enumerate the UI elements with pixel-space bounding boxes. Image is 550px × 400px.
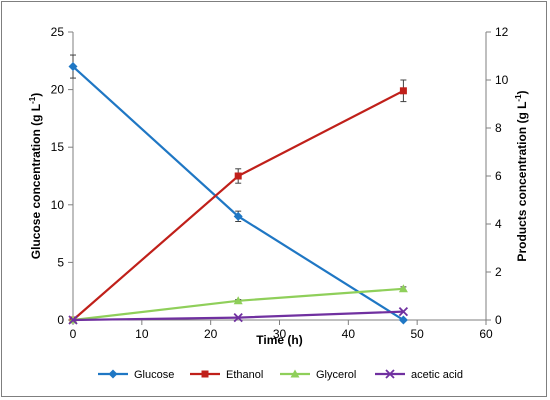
series-line-glycerol bbox=[72, 287, 404, 322]
legend-marker bbox=[385, 369, 395, 379]
x-tick-label: 50 bbox=[410, 327, 424, 341]
data-point-glycerol bbox=[233, 296, 243, 305]
legend-marker bbox=[290, 369, 300, 378]
y-right-tick-label: 2 bbox=[495, 265, 502, 279]
data-point-acetic-acid bbox=[398, 306, 409, 317]
data-point-glucose bbox=[233, 211, 243, 221]
y-left-tick-label: 5 bbox=[57, 255, 64, 269]
y-right-tick-label: 12 bbox=[495, 25, 509, 39]
y-left-tick-label: 0 bbox=[57, 313, 64, 327]
data-point-glucose bbox=[68, 62, 78, 72]
axis-title-main: Glucose concentration (g L bbox=[29, 104, 43, 259]
x-tick-label: 60 bbox=[479, 327, 493, 341]
axis-title-end: ) bbox=[29, 93, 43, 97]
data-point-ethanol bbox=[399, 87, 407, 95]
axis-title-main: Products concentration (g L bbox=[515, 102, 529, 262]
legend-item-glycerol: Glycerol bbox=[280, 369, 356, 381]
series-layer bbox=[68, 54, 409, 325]
legend-marker bbox=[108, 369, 118, 379]
axis-title-superscript: -1 bbox=[514, 94, 523, 102]
x-tick-label: 20 bbox=[204, 327, 218, 341]
series-line-ethanol bbox=[72, 89, 404, 321]
legend-label: Ethanol bbox=[226, 369, 263, 381]
legend: Glucose Ethanol Glycerol acetic acid bbox=[98, 369, 463, 381]
y-right-tick-label: 10 bbox=[495, 73, 509, 87]
legend-item-ethanol: Ethanol bbox=[190, 369, 263, 381]
y-right-tick-label: 0 bbox=[495, 313, 502, 327]
y-right-tick-label: 8 bbox=[495, 121, 502, 135]
y-left-tick-label: 20 bbox=[51, 83, 65, 97]
x-axis-title: Time (h) bbox=[256, 333, 302, 347]
series-line-glucose bbox=[72, 65, 404, 321]
legend-label: Glycerol bbox=[316, 369, 356, 381]
data-point-glycerol bbox=[398, 284, 408, 293]
axis-title-superscript: -1 bbox=[28, 96, 37, 104]
series-acetic-acid bbox=[68, 306, 409, 325]
data-point-acetic-acid bbox=[68, 315, 78, 325]
y-left-tick-label: 25 bbox=[51, 25, 65, 39]
y-left-tick-label: 15 bbox=[51, 140, 65, 154]
legend-item-acetic-acid: acetic acid bbox=[375, 369, 463, 381]
x-tick-label: 0 bbox=[70, 327, 77, 341]
series-ethanol bbox=[69, 79, 407, 324]
legend-label: Glucose bbox=[134, 369, 174, 381]
legend-item-glucose: Glucose bbox=[98, 369, 174, 381]
y-left-tick-label: 10 bbox=[51, 198, 65, 212]
legend-marker bbox=[201, 370, 209, 378]
y-right-axis-title: Products concentration (g L-1) bbox=[514, 90, 529, 261]
legend-label: acetic acid bbox=[411, 369, 463, 381]
x-tick-label: 30 bbox=[273, 327, 287, 341]
y-right-tick-label: 4 bbox=[495, 217, 502, 231]
y-right-tick-label: 6 bbox=[495, 169, 502, 183]
data-point-acetic-acid bbox=[233, 312, 243, 323]
y-left-axis-title: Glucose concentration (g L-1) bbox=[28, 93, 43, 259]
x-tick-label: 10 bbox=[135, 327, 149, 341]
series-glucose bbox=[68, 54, 408, 325]
x-tick-label: 40 bbox=[342, 327, 356, 341]
data-point-glucose bbox=[398, 315, 408, 325]
data-point-ethanol bbox=[234, 172, 242, 180]
axis-title-end: ) bbox=[515, 90, 529, 94]
